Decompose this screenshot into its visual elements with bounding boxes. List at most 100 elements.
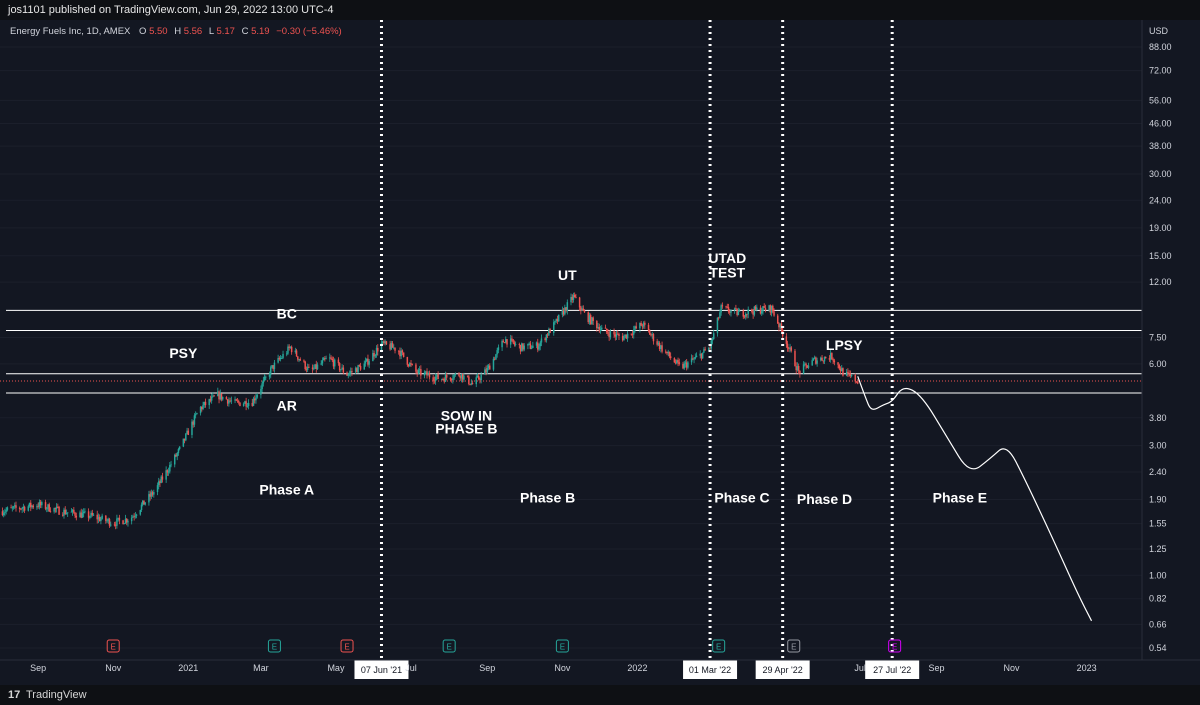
candle-body [466,375,469,377]
price-tick-label: 0.82 [1149,594,1167,604]
candle-body [544,338,546,341]
candle-body [49,511,52,513]
candle-body [263,376,266,381]
earnings-marker-icon[interactable] [555,639,569,653]
candle-body [182,438,185,447]
candle-body [281,357,283,359]
candle-body [342,367,345,373]
symbol-legend: Energy Fuels Inc, 1D, AMEX O 5.50 H 5.56… [10,26,342,37]
candle-body [325,358,327,360]
candle-body [667,351,669,354]
candle-body [22,506,25,509]
candle-body [754,306,757,310]
earnings-marker-icon[interactable] [340,639,354,653]
candle-body [721,305,724,307]
candle-body [614,334,617,337]
candle-body [62,514,64,516]
candle-body [407,364,410,367]
candle-body [677,360,679,363]
price-tick-label: 46.00 [1149,119,1172,129]
price-axis-bg [1142,20,1200,685]
candle-body [383,341,385,344]
earnings-marker-icon[interactable] [106,639,120,653]
close-value: 5.19 [251,26,270,37]
projection [857,376,1093,622]
candle-body [601,327,603,330]
time-axis[interactable]: Sep Nov 2021 Mar May Jul Sep Nov 2022 Jul Sep Nov 20… [0,659,1200,673]
candle-body [235,399,238,401]
candle-body [437,374,439,380]
candle-body [139,510,142,515]
candle-body [623,336,625,341]
candle-body [604,327,607,329]
candle-body [485,369,487,373]
candle-body [269,367,272,375]
candle-body [477,375,480,380]
candle-body [193,415,196,425]
candle-body [303,360,305,362]
earnings-marker-icon[interactable] [442,639,456,653]
candle-body [571,296,573,300]
earnings-marker-glyph: E [272,643,277,652]
candle-body [132,516,134,518]
earnings-marker-glyph: E [892,643,897,652]
earnings-marker-icon[interactable] [888,639,902,653]
candle-body [607,332,609,334]
candle-body [134,515,137,517]
price-tick-label: 7.50 [1149,333,1167,343]
candle-body [522,343,524,350]
candle-body [306,366,309,370]
candle-body [305,369,308,370]
candle-body [420,369,422,376]
candle-body [246,406,249,407]
wyckoff-annotation: Phase C [714,490,769,506]
candle-body [666,351,668,354]
candle-body [479,379,481,381]
candle-body [641,325,644,327]
candle-body [642,322,645,327]
candle-body [759,307,762,314]
candle-body [751,309,753,312]
candle-body [806,365,809,368]
candle-body [202,405,204,410]
candle-body [96,514,98,520]
candle-body [65,513,68,515]
candle-body [31,505,33,508]
candle-body [449,377,452,380]
candle-body [530,348,533,349]
price-tick-label: 0.54 [1149,643,1167,653]
candle-body [848,372,850,374]
candle-body [598,327,601,332]
candle-body [402,352,405,358]
candle-body [631,334,634,335]
candle-body [30,502,32,508]
candle-body [142,500,144,505]
candle-body [441,378,443,380]
candle-body [234,399,236,401]
candle-body [116,518,118,526]
candle-body [261,383,263,390]
candle-body [513,342,516,345]
price-tick-label: 1.00 [1149,570,1167,580]
candle-body [173,454,176,465]
price-chart[interactable]: 9.447.965.524.695.1902:59:23 07 Jun '210… [0,20,1200,685]
chart-area[interactable]: 9.447.965.524.695.1902:59:23 07 Jun '210… [0,20,1200,685]
price-axis[interactable]: USD 88.00 72.00 56.00 46.00 38.00 30.00 24.00 19… [1141,20,1200,685]
candle-body [53,508,55,512]
price-tick-label: 30.00 [1149,169,1172,179]
candle-body [820,357,822,361]
candle-body [356,368,358,373]
earnings-marker-icon[interactable] [787,639,801,653]
earnings-marker-icon[interactable] [712,639,726,653]
candle-body [502,340,505,343]
candle-body [692,358,694,360]
candle-body [217,391,219,397]
candle-body [57,506,59,508]
candle-body [1,511,4,516]
candle-body [401,350,404,353]
wyckoff-annotation: PHASE B [435,421,497,437]
candle-body [365,358,368,362]
earnings-marker-icon[interactable] [267,639,281,653]
candle-body [475,377,477,385]
candle-body [287,346,289,354]
